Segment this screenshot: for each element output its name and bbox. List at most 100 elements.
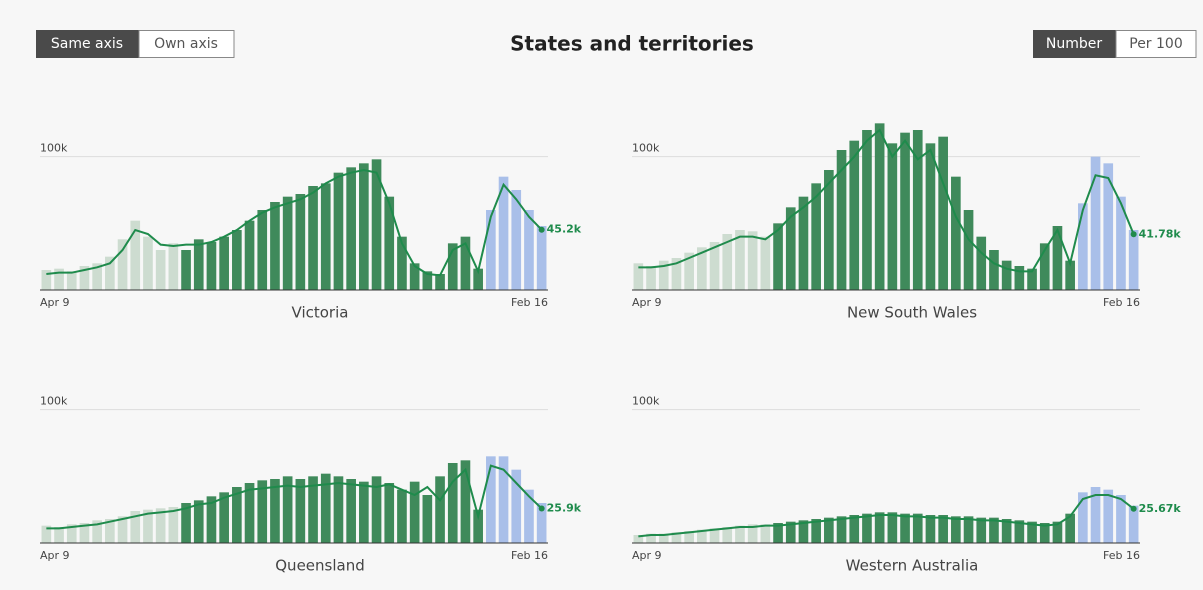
- bar: [206, 242, 217, 290]
- bar: [257, 210, 268, 290]
- bar: [117, 239, 128, 290]
- bar: [270, 202, 280, 290]
- bar: [798, 196, 809, 290]
- x-tick-label: Feb 16: [511, 549, 548, 562]
- chart: 100k 45.2k Apr 9 Feb 16 Victoria: [40, 142, 582, 322]
- button-label[interactable]: Number: [1046, 36, 1102, 52]
- bar: [722, 527, 733, 543]
- bar: [1116, 196, 1126, 290]
- bar: [633, 535, 644, 543]
- bar: [773, 523, 783, 543]
- bar: [79, 523, 90, 543]
- bar: [41, 525, 52, 543]
- end-point: [1130, 505, 1137, 512]
- button-active[interactable]: [36, 30, 139, 58]
- bar: [409, 263, 420, 290]
- bar: [384, 196, 395, 290]
- bar: [536, 226, 547, 290]
- bar: [79, 266, 90, 290]
- bar: [117, 516, 128, 543]
- bar: [798, 520, 809, 543]
- button-label[interactable]: Same axis: [51, 36, 123, 52]
- bar: [270, 479, 280, 543]
- bar: [422, 495, 433, 543]
- bar: [143, 236, 153, 290]
- bar: [422, 271, 433, 290]
- bar: [976, 236, 987, 290]
- button-label[interactable]: Per 100: [1129, 36, 1182, 52]
- bar: [887, 143, 898, 290]
- bar: [308, 186, 318, 290]
- y-tick-label: 100k: [632, 395, 660, 408]
- bar: [524, 489, 534, 543]
- bar: [785, 207, 796, 290]
- axis-toggle: Same axis Own axis: [36, 30, 235, 58]
- bar: [333, 476, 344, 543]
- bar: [735, 525, 745, 543]
- bar: [722, 234, 733, 290]
- bar: [384, 483, 395, 543]
- y-tick-label: 100k: [632, 142, 660, 155]
- bar: [257, 480, 268, 543]
- bar: [282, 196, 293, 290]
- end-point: [538, 226, 545, 233]
- bar: [460, 236, 471, 290]
- bar: [193, 500, 204, 543]
- bar: [697, 247, 707, 290]
- bar: [1090, 156, 1101, 290]
- bar: [320, 473, 331, 543]
- button-active[interactable]: [1033, 30, 1116, 58]
- x-tick-label: Apr 9: [40, 549, 70, 562]
- bar: [671, 258, 682, 290]
- bar: [633, 263, 644, 290]
- bar: [1078, 492, 1088, 543]
- bar: [524, 210, 534, 290]
- bar: [646, 266, 656, 290]
- bar: [105, 519, 115, 543]
- bar: [747, 524, 758, 543]
- button[interactable]: [138, 30, 235, 58]
- x-tick-label: Feb 16: [1103, 296, 1140, 309]
- line: [46, 464, 543, 530]
- bar: [168, 507, 179, 543]
- bar: [938, 136, 948, 290]
- chart: 100k 25.67k Apr 9 Feb 16 Western Australia: [632, 395, 1181, 575]
- bar: [473, 509, 483, 543]
- bar: [1052, 226, 1063, 290]
- bar: [747, 231, 758, 290]
- bar: [989, 517, 999, 543]
- chart: 100k 25.9k Apr 9 Feb 16 Queensland: [40, 395, 582, 575]
- bar: [498, 456, 509, 543]
- y-tick-label: 100k: [40, 395, 68, 408]
- bar: [976, 517, 987, 543]
- x-tick-label: Feb 16: [511, 296, 548, 309]
- button-label[interactable]: Own axis: [154, 36, 218, 52]
- bar: [849, 140, 860, 290]
- bar: [1128, 505, 1139, 543]
- bar: [333, 172, 344, 290]
- bar: [346, 479, 356, 543]
- bar: [849, 515, 860, 543]
- bar: [66, 524, 77, 543]
- chart-title: Victoria: [292, 304, 349, 322]
- bar: [1027, 268, 1037, 290]
- bar: [320, 183, 331, 290]
- bar: [862, 130, 872, 290]
- line: [46, 168, 543, 277]
- bar: [105, 256, 115, 290]
- button[interactable]: [1115, 30, 1197, 58]
- bar: [925, 515, 936, 543]
- bar: [155, 250, 166, 290]
- chart-title: New South Wales: [847, 304, 977, 322]
- bar: [1014, 266, 1025, 290]
- bar: [1065, 513, 1075, 543]
- bar: [925, 143, 936, 290]
- bar: [295, 479, 306, 543]
- bar: [359, 481, 369, 543]
- end-point: [538, 505, 545, 512]
- value-label: 41.78k: [1139, 227, 1182, 240]
- bar: [295, 194, 306, 290]
- bar: [92, 520, 102, 543]
- bar: [359, 163, 369, 290]
